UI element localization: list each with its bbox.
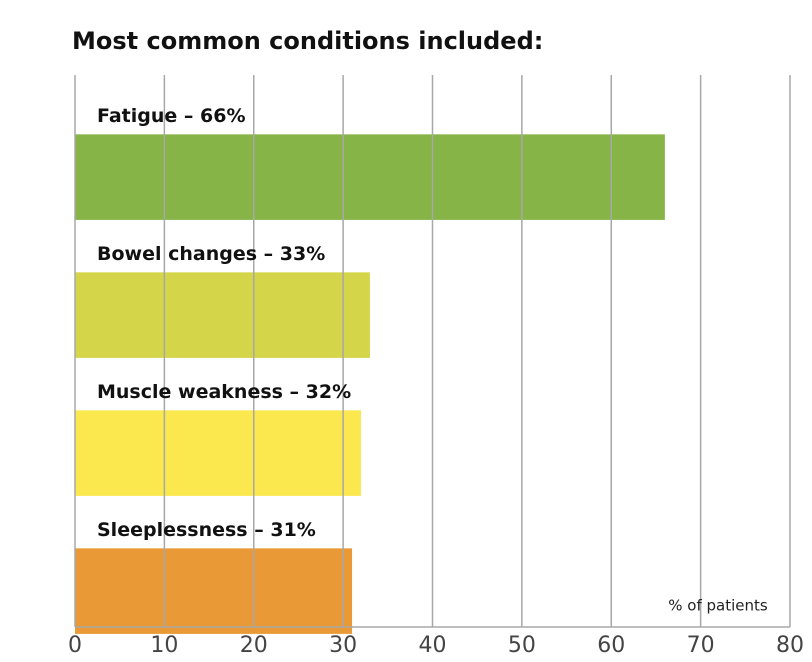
x-tick-label: 20 [240,633,268,658]
chart-title: Most common conditions included: [72,27,543,55]
bar [75,272,370,358]
x-tick-label: 80 [776,633,804,658]
category-label: Fatigue – 66% [97,105,246,127]
bar [75,134,665,220]
x-axis-label: % of patients [668,597,768,615]
bar [75,548,353,634]
x-tick-label: 30 [329,633,357,658]
category-label: Muscle weakness – 32% [97,381,351,403]
category-label: Sleeplessness – 31% [97,519,316,541]
x-tick-label: 40 [419,633,447,658]
x-tick-label: 50 [508,633,536,658]
x-tick-label: 0 [68,633,82,658]
x-tick-label: 60 [597,633,625,658]
category-label: Bowel changes – 33% [97,243,325,265]
x-tick-label: 10 [150,633,178,658]
bar [75,410,361,496]
x-tick-label: 70 [687,633,715,658]
